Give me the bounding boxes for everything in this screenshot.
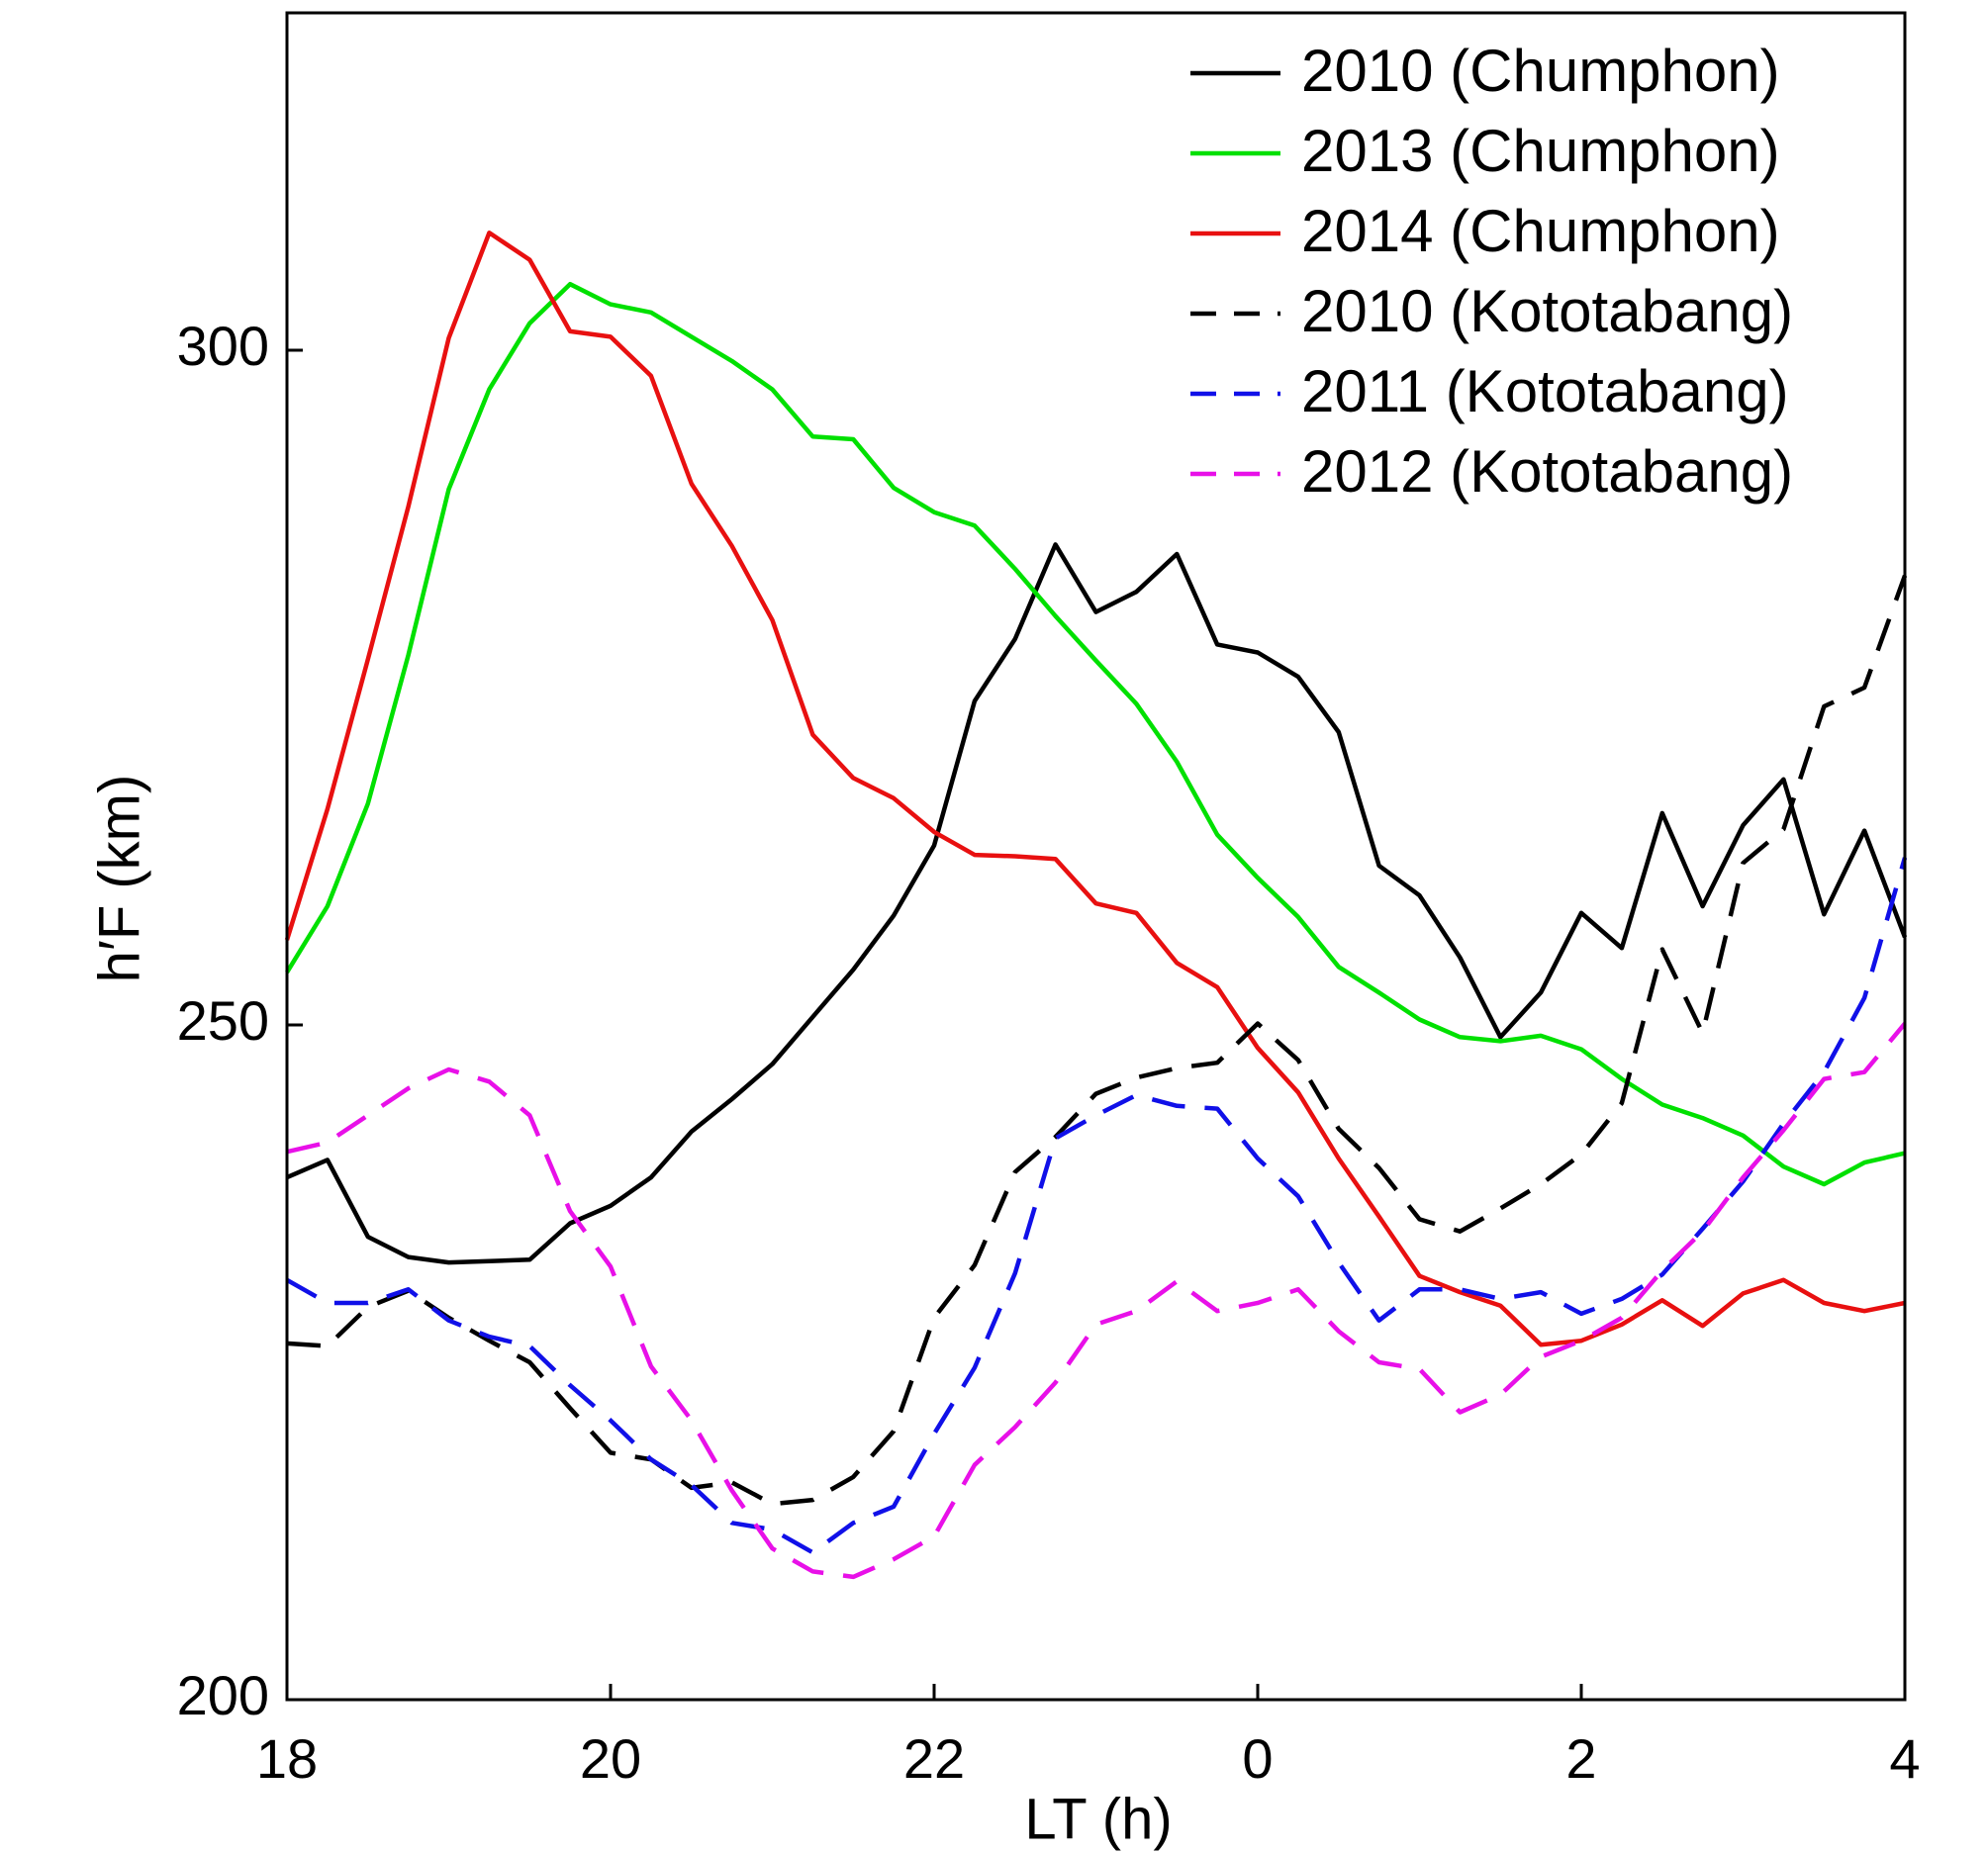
- x-tick-label: 0: [1242, 1727, 1273, 1790]
- series-line: [284, 231, 1906, 1347]
- y-tick-label: 200: [177, 1664, 269, 1726]
- x-axis-label: LT (h): [1024, 1787, 1172, 1851]
- y-tick-label: 300: [177, 315, 269, 377]
- legend-label: 2013 (Chumphon): [1301, 118, 1780, 184]
- y-tick-label: 250: [177, 989, 269, 1052]
- legend-label: 2011 (Kototabang): [1301, 358, 1789, 424]
- series-line: [286, 575, 1908, 1507]
- legend-label: 2014 (Chumphon): [1301, 198, 1780, 264]
- x-tick-label: 18: [256, 1727, 318, 1790]
- series-line: [286, 542, 1908, 1265]
- x-tick-label: 2: [1565, 1727, 1596, 1790]
- series-line: [285, 281, 1906, 1187]
- legend-label: 2012 (Kototabang): [1301, 438, 1793, 505]
- series-line: [285, 857, 1908, 1555]
- x-tick-label: 4: [1889, 1727, 1920, 1790]
- legend-label: 2010 (Kototabang): [1301, 278, 1793, 344]
- series-line: [286, 1022, 1907, 1580]
- x-tick-label: 22: [903, 1727, 965, 1790]
- y-axis-label: h′F (km): [87, 775, 151, 983]
- legend-label: 2010 (Chumphon): [1301, 38, 1780, 104]
- plot-frame: [285, 11, 1907, 1702]
- x-tick-label: 20: [580, 1727, 641, 1790]
